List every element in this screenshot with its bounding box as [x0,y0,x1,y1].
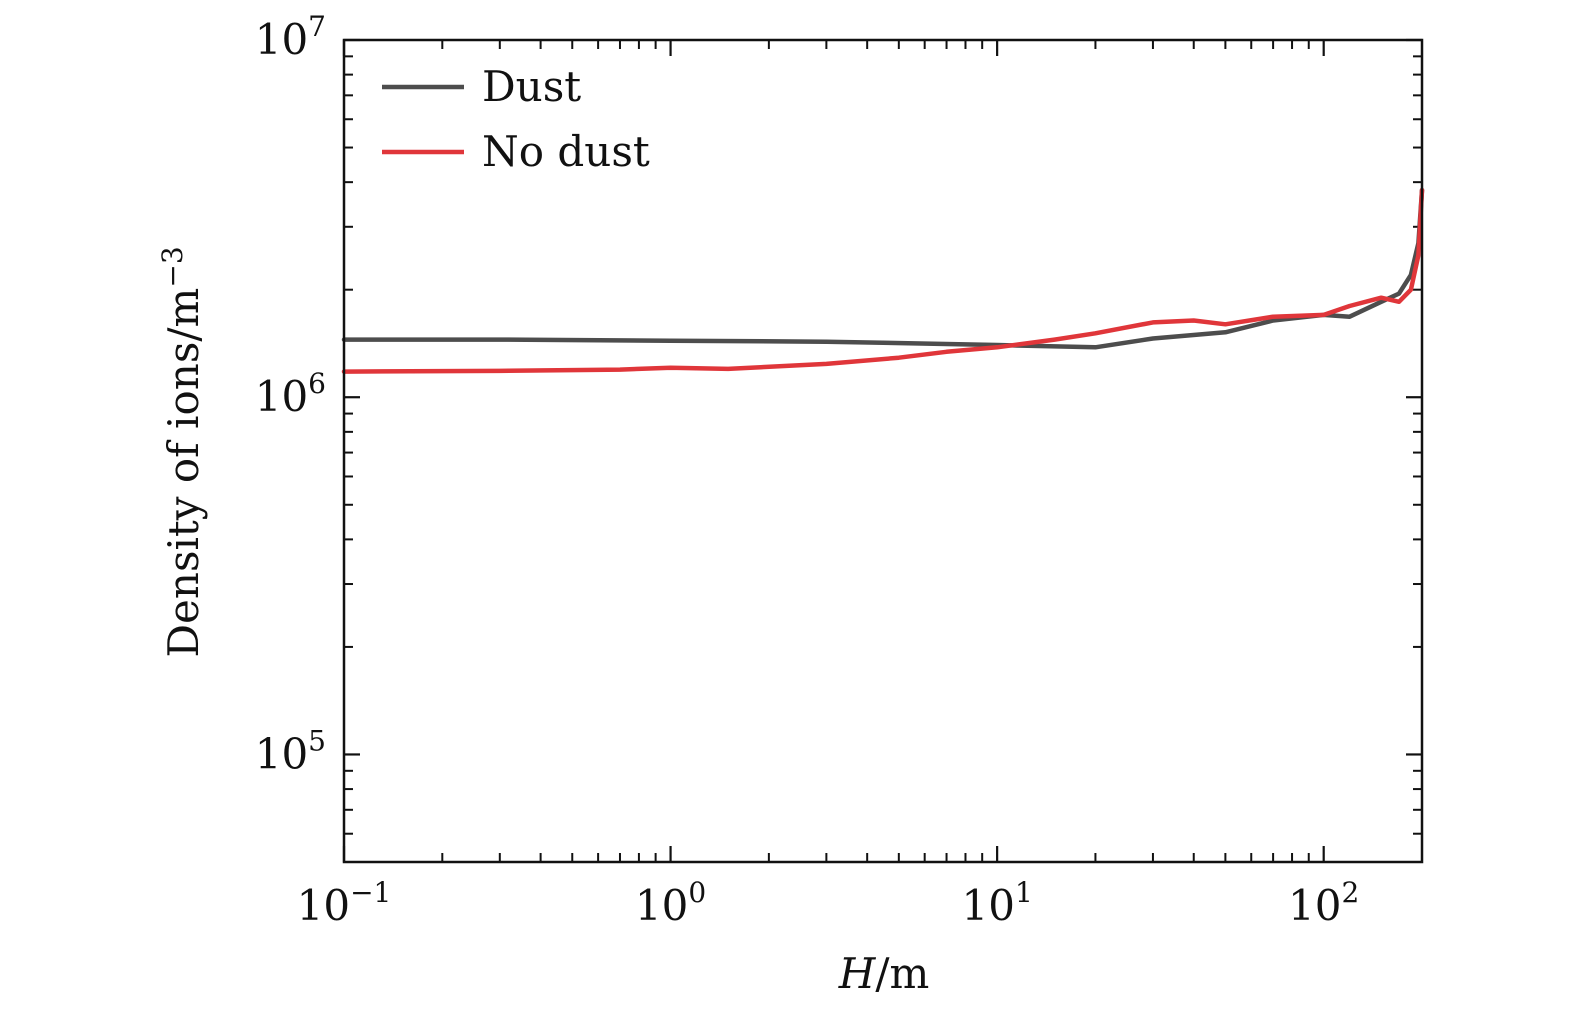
series-lines [341,187,1425,374]
legend-label-no-dust: No dust [482,127,650,176]
y-tick-labels: 105 106 107 [255,10,326,778]
y-tick-label: 106 [255,367,326,421]
x-tick-label: 10−1 [297,876,392,930]
x-tick-label: 100 [635,876,706,930]
y-tick-label: 105 [255,724,326,778]
series-line-dust [341,187,1425,350]
y-axis-label: Density of ions/m−3 [156,246,208,657]
x-axis-label: H/m [838,949,930,998]
minor-ticks [344,40,1422,863]
x-tick-label: 101 [961,876,1032,930]
x-tick-label: 102 [1288,876,1359,930]
y-tick-label: 107 [255,10,326,64]
legend: Dust No dust [382,62,650,176]
series-line-no-dust [341,187,1425,374]
x-tick-labels: 10−1 100 101 102 [297,876,1360,930]
plot-frame [342,38,1424,864]
legend-label-dust: Dust [482,62,581,111]
